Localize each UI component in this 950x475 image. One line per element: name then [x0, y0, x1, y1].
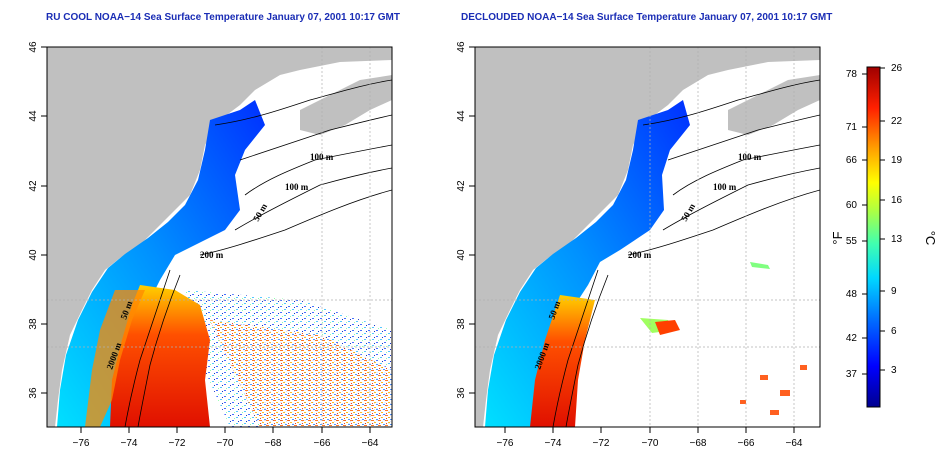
left-map-frame — [46, 46, 393, 428]
left-lat-tick-46: 46 — [28, 41, 39, 53]
right-x-axis: −76 −74 −72 −70 −68 −66 −64 — [497, 427, 803, 449]
left-x-axis: −76 −74 −72 −70 −68 −66 −64 — [73, 427, 379, 449]
left-lon-tick-68: −68 — [265, 438, 282, 449]
right-lat-tick-36: 36 — [456, 387, 467, 399]
right-lon-tick-64: −64 — [786, 438, 803, 449]
celsius-tick-3: 3 — [891, 365, 897, 376]
fahrenheit-tick-48: 48 — [846, 289, 858, 300]
left-slope-water — [85, 290, 145, 427]
right-map-frame — [474, 46, 821, 428]
left-nova-scotia — [300, 75, 392, 135]
left-gulf-stream — [110, 285, 210, 427]
left-y-axis: 36 38 40 42 44 46 — [28, 41, 47, 399]
left-lat-tick-40: 40 — [28, 249, 39, 261]
right-lat-tick-42: 42 — [456, 180, 467, 192]
celsius-tick-16: 16 — [891, 195, 903, 206]
right-lon-tick-70: −70 — [642, 438, 659, 449]
left-lon-tick-74: −74 — [121, 438, 138, 449]
left-contour-label-4: 200 m — [200, 250, 224, 260]
right-graticule — [475, 47, 820, 427]
right-warm-patch — [655, 320, 680, 335]
celsius-tick-22: 22 — [891, 116, 903, 127]
right-lon-tick-74: −74 — [545, 438, 562, 449]
right-lon-tick-68: −68 — [690, 438, 707, 449]
left-land — [47, 47, 392, 427]
left-map-panel: 100 m 100 m 50 m 200 m 50 m 2000 m — [47, 47, 392, 427]
celsius-tick-13: 13 — [891, 234, 903, 245]
left-contour-label-2: 100 m — [285, 182, 309, 192]
left-lon-tick-72: −72 — [169, 438, 186, 449]
colorbar-gradient — [866, 66, 881, 408]
right-green-streak — [750, 262, 770, 269]
fahrenheit-tick-37: 37 — [846, 369, 858, 380]
right-nova-scotia — [728, 75, 820, 135]
left-lon-tick-70: −70 — [217, 438, 234, 449]
left-graticule — [47, 47, 392, 427]
left-lon-tick-64: −64 — [362, 438, 379, 449]
right-lon-tick-66: −66 — [738, 438, 755, 449]
right-lat-tick-40: 40 — [456, 249, 467, 261]
right-lon-tick-72: −72 — [593, 438, 610, 449]
fahrenheit-tick-60: 60 — [846, 200, 858, 211]
left-panel-title: RU COOL NOAA−14 Sea Surface Temperature … — [46, 12, 400, 23]
right-contours — [552, 79, 820, 427]
right-contour-label-1: 100 m — [738, 152, 762, 162]
left-lat-tick-36: 36 — [28, 387, 39, 399]
fahrenheit-tick-42: 42 — [846, 333, 858, 344]
colorbar: 78 71 66 60 55 48 42 37 26 22 19 16 13 9… — [830, 63, 938, 408]
celsius-unit-label: °C — [923, 231, 938, 246]
celsius-tick-9: 9 — [891, 286, 897, 297]
fahrenheit-tick-78: 78 — [846, 69, 858, 80]
right-lat-tick-44: 44 — [456, 110, 467, 122]
left-lon-tick-76: −76 — [73, 438, 90, 449]
celsius-tick-6: 6 — [891, 326, 897, 337]
left-contour-label-1: 100 m — [310, 152, 334, 162]
fahrenheit-tick-71: 71 — [846, 122, 858, 133]
right-lat-tick-46: 46 — [456, 41, 467, 53]
celsius-tick-19: 19 — [891, 155, 903, 166]
right-lon-tick-76: −76 — [497, 438, 514, 449]
right-scattered-warm-patches — [740, 365, 807, 415]
celsius-tick-26: 26 — [891, 63, 903, 74]
fahrenheit-tick-55: 55 — [846, 236, 858, 247]
right-contour-label-2: 100 m — [713, 182, 737, 192]
left-lat-tick-42: 42 — [28, 180, 39, 192]
left-lat-tick-38: 38 — [28, 318, 39, 330]
left-contours — [124, 79, 392, 427]
right-lat-tick-38: 38 — [456, 318, 467, 330]
left-lat-tick-44: 44 — [28, 110, 39, 122]
right-contour-label-4: 200 m — [628, 250, 652, 260]
right-panel-title: DECLOUDED NOAA−14 Sea Surface Temperatur… — [461, 12, 833, 23]
right-land — [475, 47, 820, 427]
left-lon-tick-66: −66 — [314, 438, 331, 449]
right-coastal-sst — [485, 100, 690, 427]
fahrenheit-unit-label: °F — [830, 231, 845, 244]
right-map-panel: 100 m 100 m 50 m 200 m 50 m 2000 m — [475, 47, 820, 427]
right-y-axis: 36 38 40 42 44 46 — [456, 41, 475, 399]
fahrenheit-tick-66: 66 — [846, 155, 858, 166]
